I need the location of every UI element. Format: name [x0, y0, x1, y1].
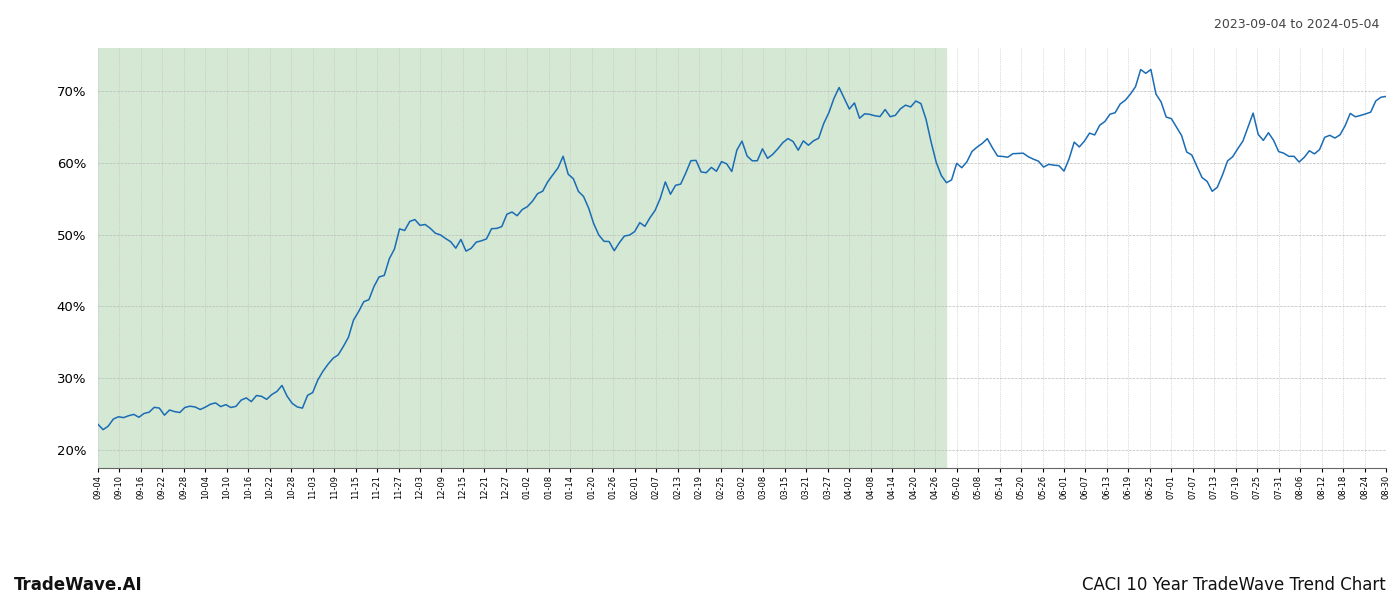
Text: TradeWave.AI: TradeWave.AI: [14, 576, 143, 594]
Bar: [98, 48, 946, 468]
Text: 2023-09-04 to 2024-05-04: 2023-09-04 to 2024-05-04: [1214, 18, 1379, 31]
Text: CACI 10 Year TradeWave Trend Chart: CACI 10 Year TradeWave Trend Chart: [1082, 576, 1386, 594]
